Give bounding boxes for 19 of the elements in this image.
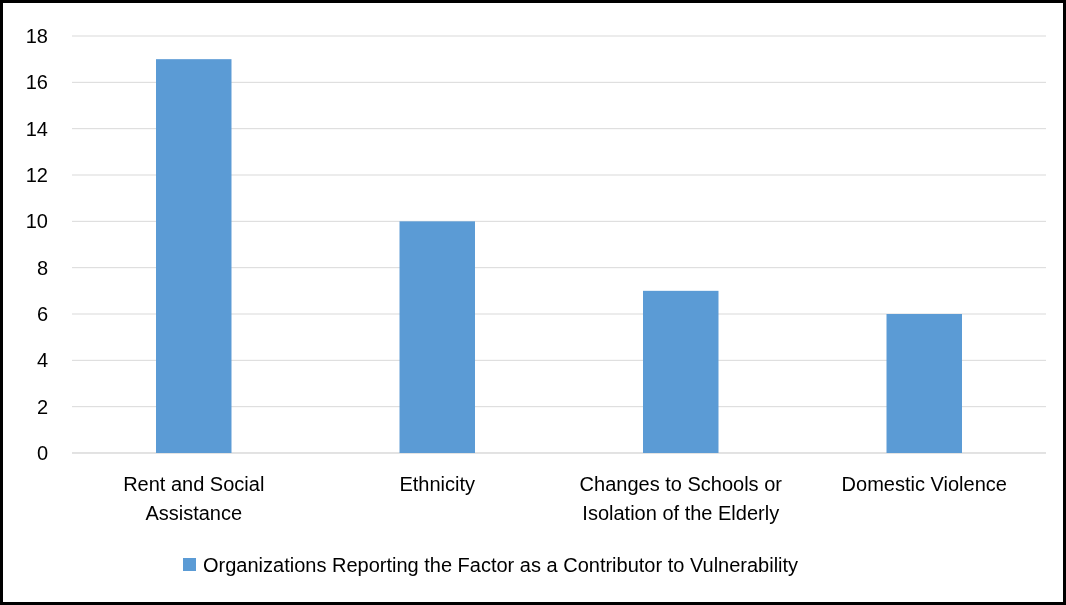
bar [886, 314, 962, 453]
bar [399, 221, 475, 453]
bar [156, 59, 232, 453]
y-tick-label: 18 [25, 25, 48, 47]
x-tick-label: Ethnicity [399, 473, 476, 495]
y-tick-label: 0 [36, 442, 48, 464]
y-tick-label: 16 [25, 71, 48, 94]
y-tick-label: 12 [25, 164, 48, 186]
y-tick-label: 14 [25, 117, 48, 140]
y-tick-label: 6 [36, 303, 48, 325]
bar [643, 290, 719, 453]
y-tick-label: 4 [36, 349, 48, 372]
y-tick-label: 2 [36, 395, 48, 418]
y-tick-label: 8 [36, 256, 48, 279]
x-tick-label: Rent and Social Assistance [123, 473, 265, 524]
y-tick-label: 10 [25, 210, 48, 233]
x-tick-label: Domestic Violence [841, 473, 1007, 495]
x-tick-label: Changes to Schools or Isolation of the Elderly [579, 473, 783, 524]
legend-label: Organizations Reporting the Factor as a Contributor to Vulnerability [203, 554, 799, 576]
